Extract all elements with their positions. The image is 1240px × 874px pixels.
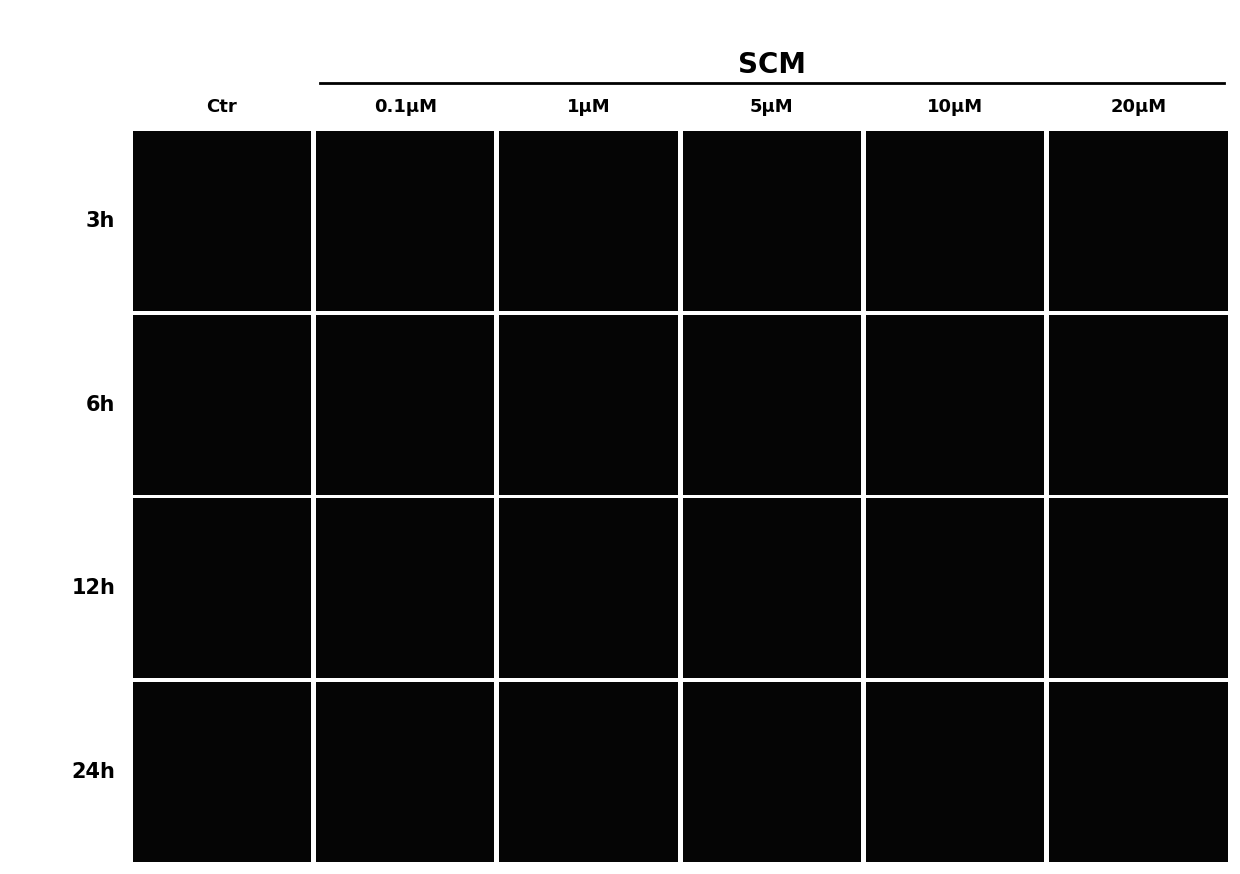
Text: 3h: 3h xyxy=(86,212,115,231)
Bar xyxy=(1049,682,1228,862)
Bar xyxy=(682,682,861,862)
Bar xyxy=(133,315,311,495)
Bar xyxy=(316,498,495,678)
Bar xyxy=(866,498,1044,678)
Bar xyxy=(500,682,677,862)
Bar xyxy=(866,131,1044,311)
Text: 20μM: 20μM xyxy=(1110,98,1167,116)
Bar xyxy=(133,498,311,678)
Text: 0.1μM: 0.1μM xyxy=(373,98,436,116)
Bar xyxy=(316,131,495,311)
Bar xyxy=(682,131,861,311)
Text: 6h: 6h xyxy=(86,395,115,414)
Text: SCM: SCM xyxy=(738,51,806,79)
Bar xyxy=(500,498,677,678)
Bar xyxy=(682,498,861,678)
Bar xyxy=(1049,498,1228,678)
Bar xyxy=(866,315,1044,495)
Bar xyxy=(316,682,495,862)
Bar xyxy=(866,682,1044,862)
Bar xyxy=(500,131,677,311)
Text: 24h: 24h xyxy=(72,762,115,781)
Text: 10μM: 10μM xyxy=(928,98,983,116)
Text: 12h: 12h xyxy=(72,579,115,598)
Bar xyxy=(500,315,677,495)
Text: Ctr: Ctr xyxy=(207,98,237,116)
Text: 1μM: 1μM xyxy=(567,98,610,116)
Bar xyxy=(1049,131,1228,311)
Bar xyxy=(133,682,311,862)
Bar xyxy=(133,131,311,311)
Bar xyxy=(1049,315,1228,495)
Bar xyxy=(316,315,495,495)
Bar xyxy=(682,315,861,495)
Text: 5μM: 5μM xyxy=(750,98,794,116)
